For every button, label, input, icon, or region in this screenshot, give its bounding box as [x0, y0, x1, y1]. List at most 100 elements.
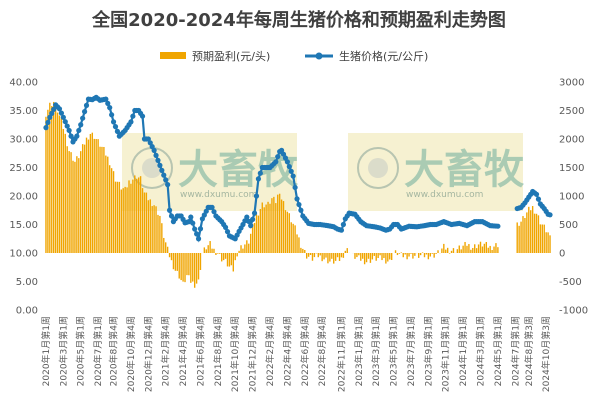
profit-bar [207, 245, 209, 253]
profit-bar [518, 225, 520, 253]
profit-bar [80, 151, 82, 253]
profit-bar [284, 210, 287, 253]
profit-bar [180, 253, 182, 281]
profit-bar [336, 253, 339, 258]
price-point [62, 119, 68, 125]
profit-bar [118, 181, 121, 253]
profit-bar [441, 248, 443, 253]
profit-bar [261, 202, 263, 253]
watermark-logo-core [368, 158, 388, 178]
price-point [47, 114, 53, 120]
profit-bar [137, 177, 140, 253]
profit-bar [421, 252, 424, 253]
price-point [130, 113, 136, 119]
profit-bar [222, 253, 225, 261]
profit-bar [255, 214, 258, 253]
profit-bar [537, 215, 540, 253]
profit-bar [410, 253, 412, 254]
profit-bar [53, 101, 55, 253]
price-point [288, 168, 294, 174]
profit-bar [114, 181, 117, 253]
profit-bar [346, 248, 348, 253]
price-point [257, 170, 263, 176]
price-point [112, 124, 119, 130]
profit-bar [97, 139, 99, 253]
legend-label-price: 生猪价格(元/公斤) [339, 49, 428, 63]
profit-bar [103, 146, 105, 253]
price-point [66, 127, 72, 134]
x-axis-tick-label: 2020年8月第4周 [108, 316, 120, 386]
price-point [244, 214, 250, 220]
x-axis-tick-label: 2024年5月第1周 [492, 316, 504, 386]
profit-bar [93, 138, 95, 253]
price-point [163, 177, 169, 183]
profit-bar [271, 198, 273, 253]
profit-bar [400, 252, 403, 253]
profit-bar [209, 241, 211, 253]
right-axis-tick-label: 500 [559, 220, 578, 231]
profit-bar [431, 253, 433, 254]
profit-bar [427, 253, 430, 260]
price-point [51, 106, 57, 112]
legend: 预期盈利(元/头) 生猪价格(元/公斤) [160, 49, 428, 63]
right-axis-tick-label: 0 [559, 249, 565, 260]
price-point [194, 231, 200, 237]
profit-bar [147, 200, 150, 253]
left-axis-tick-label: 0.00 [16, 306, 38, 317]
profit-bar [112, 171, 115, 253]
price-point [253, 193, 260, 199]
profit-bar [132, 179, 134, 253]
profit-bar [286, 211, 289, 253]
profit-bar [381, 253, 383, 261]
profit-bar [184, 253, 186, 283]
watermark-text: 大畜牧 [404, 147, 525, 193]
price-point [211, 209, 217, 215]
profit-bar [70, 152, 72, 253]
profit-bar [390, 253, 393, 261]
price-point [273, 159, 279, 165]
profit-bar [219, 253, 221, 254]
price-point [114, 128, 121, 134]
profit-bar [387, 253, 389, 262]
profit-bar [68, 151, 70, 253]
profit-bar [340, 253, 343, 258]
profit-bar [419, 253, 422, 256]
profit-bar [83, 144, 86, 253]
price-point [286, 163, 292, 170]
profit-bar [524, 218, 526, 253]
price-point [76, 127, 82, 134]
profit-bar [186, 253, 188, 276]
price-point [165, 182, 171, 188]
profit-bar [344, 250, 347, 253]
x-axis-tick-label: 2023年11月第1周 [440, 316, 452, 392]
profit-bar [466, 245, 468, 253]
profit-bar [120, 189, 122, 253]
price-point [43, 125, 49, 131]
price-point [153, 152, 159, 158]
profit-bar [456, 249, 459, 253]
profit-bar [236, 253, 238, 257]
profit-bar [462, 245, 464, 253]
profit-bar [296, 234, 298, 253]
profit-bar [153, 205, 155, 253]
price-point [338, 227, 345, 233]
profit-bar [47, 109, 49, 253]
profit-bar [257, 215, 260, 253]
profit-bar [122, 188, 124, 253]
profit-bar [450, 250, 453, 253]
profit-bar [333, 253, 335, 264]
left-axis-tick-label: 35.00 [9, 106, 38, 117]
price-line [43, 94, 553, 243]
profit-bar [176, 253, 178, 271]
x-axis-tick-label: 2023年9月第1周 [422, 316, 434, 386]
watermark-text: 大畜牧 [178, 147, 299, 193]
profit-bar [446, 247, 449, 253]
price-point [56, 106, 63, 112]
price-point [105, 100, 111, 106]
x-axis-tick-label: 2021年10月第4周 [229, 316, 241, 392]
profit-bar [475, 248, 478, 253]
price-point [250, 216, 256, 222]
profit-bar [533, 213, 536, 253]
profit-bar [157, 214, 159, 253]
